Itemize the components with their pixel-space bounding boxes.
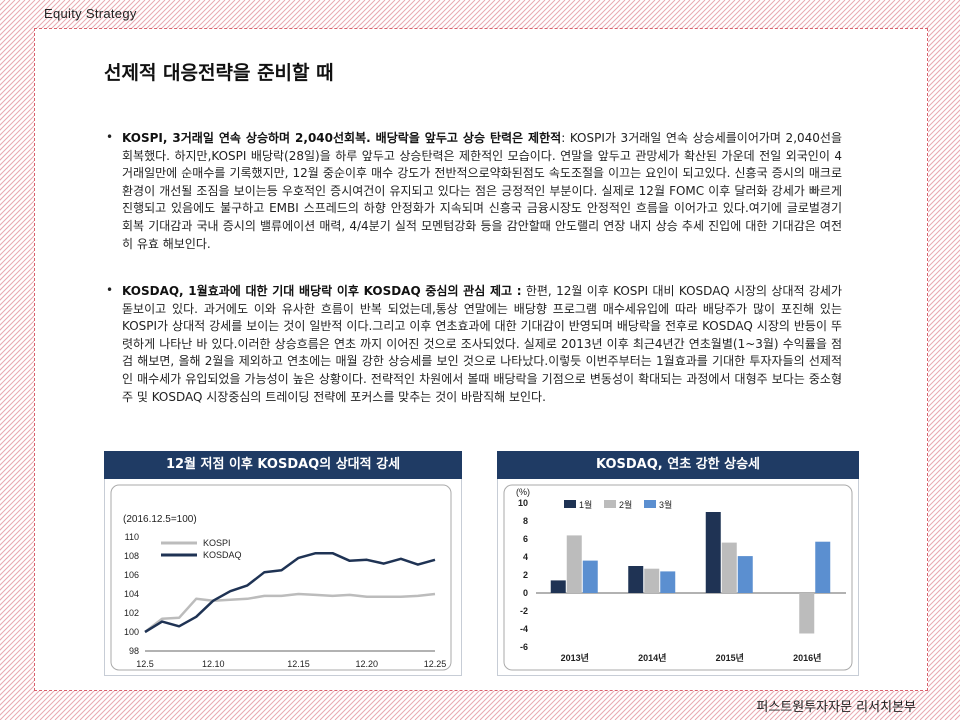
bar-chart-svg: (%) -6 -4 -2 0 2 4 6 8 10 2013년 2014년 2015년 2016년 1월 2월… <box>503 484 853 671</box>
line-chart-svg: (2016.12.5=100) 98 100 102 104 106 108 110 12.5 1… <box>110 484 452 671</box>
y-tick-label: 0 <box>523 588 528 598</box>
line-chart-body: (2016.12.5=100) 98 100 102 104 106 108 110 12.5 1… <box>104 479 462 676</box>
stripe-line <box>829 589 960 720</box>
x-tick-label: 2013년 <box>561 652 589 663</box>
x-tick-label: 12.5 <box>136 659 154 669</box>
bar-2013년-1월 <box>550 580 566 593</box>
bar-chart-title: KOSDAQ, 연초 강한 상승세 <box>497 451 859 479</box>
legend-label-kosdaq: KOSDAQ <box>203 550 242 560</box>
bar-2015년-2월 <box>721 542 737 593</box>
y-tick-label: 2 <box>523 570 528 580</box>
stripe-line <box>0 0 131 131</box>
page-title: 선제적 대응전략을 준비할 때 <box>104 62 334 84</box>
y-tick-label: 10 <box>518 498 528 508</box>
bar-2014년-3월 <box>660 571 676 593</box>
y-tick-label: 102 <box>124 608 139 618</box>
paragraph-body: 한편, 12월 이후 KOSPI 대비 KOSDAQ 시장의 상대적 강세가 돋… <box>122 284 842 404</box>
legend-label-2월: 2월 <box>619 499 632 510</box>
y-tick-label: 100 <box>124 627 139 637</box>
line-chart-panel: 12월 저점 이후 KOSDAQ의 상대적 강세 (2016.12.5=100)… <box>104 451 462 676</box>
footer-label: 퍼스트원투자자문 리서치본부 <box>756 700 916 715</box>
bullet-icon: • <box>106 283 114 297</box>
bar-2016년-3월 <box>815 541 831 593</box>
stripe-line <box>834 594 960 720</box>
stripe-line <box>824 584 960 720</box>
x-tick-label: 2014년 <box>638 652 666 663</box>
x-tick-label: 2016년 <box>793 652 821 663</box>
bar-chart-panel: KOSDAQ, 연초 강한 상승세 (%) -6 -4 -2 0 2 4 6 8 10 2013년 2… <box>497 451 859 676</box>
x-tick-label: 12.25 <box>424 659 447 669</box>
legend-label-1월: 1월 <box>579 499 592 510</box>
line-chart-subtitle: (2016.12.5=100) <box>123 514 197 525</box>
paragraph-lead: KOSPI, 3거래일 연속 상승하며 2,040선회복. 배당락을 앞두고 상… <box>122 131 562 145</box>
legend-swatch-1월 <box>564 500 576 508</box>
bar-2013년-2월 <box>566 535 582 593</box>
paragraph-kosdaq: KOSDAQ, 1월효과에 대한 기대 배당락 이후 KOSDAQ 중심의 관심… <box>122 283 842 406</box>
stripe-line <box>814 574 960 720</box>
y-tick-label: 104 <box>124 589 139 599</box>
bar-2015년-3월 <box>737 556 753 593</box>
header-label: Equity Strategy <box>44 6 137 21</box>
stripe-line <box>0 0 136 136</box>
stripe-line <box>819 579 960 720</box>
line-chart-title: 12월 저점 이후 KOSDAQ의 상대적 강세 <box>104 451 462 479</box>
y-tick-label: 106 <box>124 570 139 580</box>
y-tick-label: 4 <box>523 552 528 562</box>
y-tick-label: 108 <box>124 551 139 561</box>
paragraph-kospi: KOSPI, 3거래일 연속 상승하며 2,040선회복. 배당락을 앞두고 상… <box>122 130 842 253</box>
stripe-line <box>0 0 146 146</box>
bar-2016년-2월 <box>799 593 815 634</box>
y-tick-label: -4 <box>520 624 528 634</box>
stripe-line <box>809 569 960 720</box>
bar-chart-frame <box>503 484 853 671</box>
stripe-line <box>0 0 141 141</box>
x-tick-label: 2015년 <box>716 652 744 663</box>
y-axis-unit: (%) <box>516 487 530 497</box>
x-tick-label: 12.15 <box>287 659 310 669</box>
y-tick-label: 8 <box>523 516 528 526</box>
legend-label-kospi: KOSPI <box>203 538 231 548</box>
line-series-kosdaq <box>144 551 436 634</box>
y-tick-label: 98 <box>129 646 139 656</box>
y-tick-label: -2 <box>520 606 528 616</box>
bar-2015년-1월 <box>705 512 721 593</box>
bar-2014년-2월 <box>644 568 660 593</box>
bar-2013년-3월 <box>582 560 598 593</box>
x-tick-label: 12.10 <box>202 659 225 669</box>
line-chart-frame <box>110 484 452 671</box>
y-tick-label: 110 <box>125 532 139 542</box>
y-tick-label: -6 <box>520 642 528 652</box>
stripe-line <box>0 0 126 126</box>
legend-swatch-2월 <box>604 500 616 508</box>
bullet-icon: • <box>106 130 114 144</box>
line-series-kospi <box>144 592 436 633</box>
x-tick-label: 12.20 <box>355 659 378 669</box>
bar-chart-body: (%) -6 -4 -2 0 2 4 6 8 10 2013년 2014년 2015년 2016년 1월 2월… <box>497 479 859 676</box>
y-tick-label: 6 <box>523 534 528 544</box>
bar-2014년-1월 <box>628 566 644 593</box>
legend-label-3월: 3월 <box>659 499 672 510</box>
paragraph-lead: KOSDAQ, 1월효과에 대한 기대 배당락 이후 KOSDAQ 중심의 관심… <box>122 284 522 298</box>
legend-swatch-3월 <box>644 500 656 508</box>
stripe-line <box>0 0 151 151</box>
paragraph-body: : KOSPI가 3거래일 연속 상승세를이어가며 2,040선을 회복했다. … <box>122 131 842 251</box>
